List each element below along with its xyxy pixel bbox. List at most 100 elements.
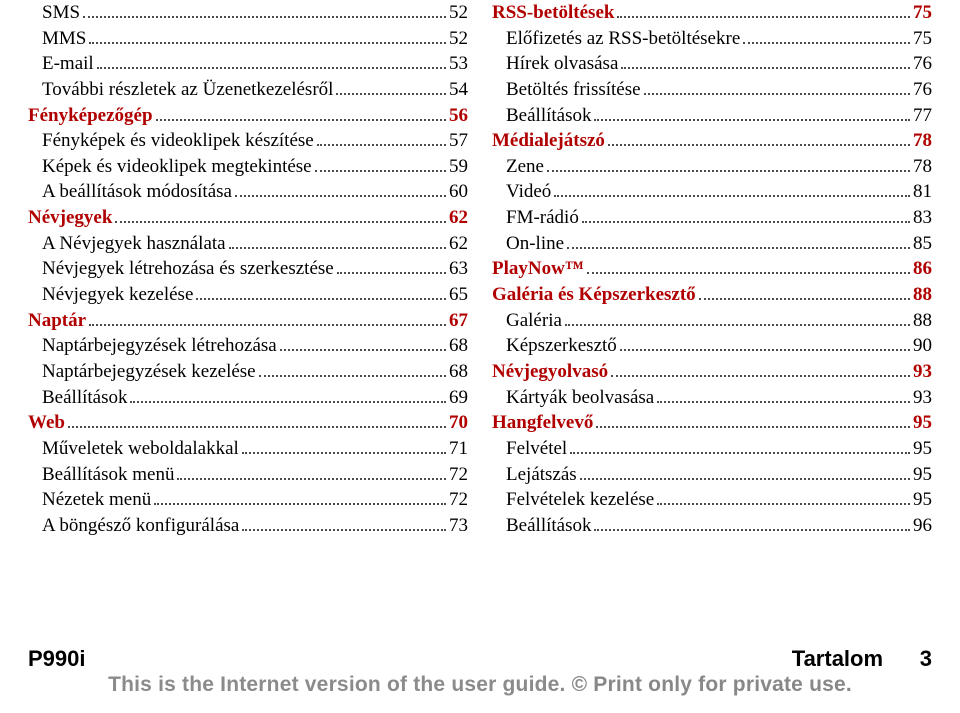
toc-section: Médialejátszó78 (492, 128, 932, 154)
toc-section: Web 70 (28, 410, 468, 436)
toc-page-number: 72 (449, 487, 468, 513)
toc-page-number: 78 (913, 154, 932, 180)
toc-label: Naptárbejegyzések kezelése (42, 359, 256, 385)
toc-leader-dots (617, 16, 910, 18)
toc-leader-dots (644, 93, 910, 95)
toc-entry: Kártyák beolvasása 93 (492, 385, 932, 411)
toc-label: Előfizetés az RSS-betöltésekre (506, 26, 740, 52)
toc-label: Kártyák beolvasása (506, 385, 654, 411)
footer-note-b: © Print only for private use. (572, 673, 852, 696)
toc-label: A böngésző konfigurálása (42, 513, 239, 539)
footer-page-number: 3 (920, 646, 932, 671)
toc-label: Beállítások (42, 385, 127, 411)
toc-page-number: 93 (913, 359, 932, 385)
toc-entry: A Névjegyek használata62 (28, 231, 468, 257)
toc-leader-dots (83, 16, 446, 18)
toc-label: Galéria és Képszerkesztő (492, 282, 696, 308)
toc-label: Névjegyek (28, 205, 112, 231)
toc-page-number: 68 (449, 359, 468, 385)
toc-page-number: 59 (449, 154, 468, 180)
toc-page-number: 56 (449, 103, 468, 129)
toc-page-number: 88 (913, 282, 932, 308)
toc-page-number: 85 (913, 231, 932, 257)
toc-leader-dots (336, 93, 446, 95)
toc-page-number: 69 (449, 385, 468, 411)
toc-label: SMS (42, 0, 80, 26)
toc-label: Zene (506, 154, 544, 180)
toc-column-right: RSS-betöltések 75 Előfizetés az RSS-betölt… (492, 0, 932, 538)
toc-label: Hírek olvasása (506, 51, 618, 77)
toc-label: Fényképezőgép (28, 103, 153, 129)
toc-entry: Naptárbejegyzések kezelése 68 (28, 359, 468, 385)
toc-label: Galéria (506, 308, 562, 334)
toc-label: Videó (506, 179, 551, 205)
toc-entry: A böngésző konfigurálása73 (28, 513, 468, 539)
toc-label: RSS-betöltések (492, 0, 614, 26)
toc-label: Műveletek weboldalakkal (42, 436, 239, 462)
toc-entry: Felvétel95 (492, 436, 932, 462)
toc-column-left: SMS52MMS52E-mail53További részletek az Ü… (28, 0, 468, 538)
toc-entry: Beállítások77 (492, 103, 932, 129)
toc-label: Képszerkesztő (506, 333, 617, 359)
toc-section: Fényképezőgép 56 (28, 103, 468, 129)
toc-leader-dots (657, 503, 910, 505)
toc-label: Nézetek menü (42, 487, 151, 513)
toc-page-number: 68 (449, 333, 468, 359)
toc-page-number: 75 (913, 0, 932, 26)
toc-entry: Fényképek és videoklipek készítése57 (28, 128, 468, 154)
toc-leader-dots (242, 529, 446, 531)
toc-label: Web (28, 410, 65, 436)
toc-leader-dots (154, 503, 446, 505)
toc-section: Galéria és Képszerkesztő 88 (492, 282, 932, 308)
toc-page-number: 95 (913, 487, 932, 513)
toc-page-number: 60 (449, 179, 468, 205)
toc-entry: MMS52 (28, 26, 468, 52)
toc-label: PlayNow™ (492, 256, 584, 282)
toc-section: PlayNow™ 86 (492, 256, 932, 282)
toc-page-number: 86 (913, 256, 932, 282)
footer-row: P990i Tartalom 3 (28, 646, 932, 672)
toc-page-number: 53 (449, 51, 468, 77)
toc-page-number: 93 (913, 385, 932, 411)
toc-leader-dots (547, 170, 910, 172)
toc-section: Névjegyolvasó93 (492, 359, 932, 385)
toc-entry: A beállítások módosítása60 (28, 179, 468, 205)
toc-page-number: 78 (913, 128, 932, 154)
toc-leader-dots (699, 298, 910, 300)
toc-entry: Névjegyek kezelése65 (28, 282, 468, 308)
toc-entry: Beállítások menü72 (28, 462, 468, 488)
toc-label: Hangfelvevő (492, 410, 593, 436)
toc-label: Beállítások (506, 513, 591, 539)
toc-page-number: 63 (449, 256, 468, 282)
toc-entry: Műveletek weboldalakkal 71 (28, 436, 468, 462)
toc-leader-dots (570, 452, 910, 454)
toc-label: Beállítások (506, 103, 591, 129)
toc-section: Naptár67 (28, 308, 468, 334)
toc-page-number: 70 (449, 410, 468, 436)
toc-label: Betöltés frissítése (506, 77, 641, 103)
toc-page-number: 95 (913, 462, 932, 488)
toc-entry: Galéria88 (492, 308, 932, 334)
toc-entry: Beállítások96 (492, 513, 932, 539)
toc-leader-dots (229, 247, 446, 249)
toc-leader-dots (235, 195, 446, 197)
toc-page-number: 62 (449, 205, 468, 231)
toc-page-number: 75 (913, 26, 932, 52)
toc-leader-dots (317, 144, 446, 146)
toc-page-number: 71 (449, 436, 468, 462)
toc-entry: Nézetek menü 72 (28, 487, 468, 513)
toc-label: Beállítások menü (42, 462, 174, 488)
toc-leader-dots (89, 324, 446, 326)
toc-page-number: 54 (449, 77, 468, 103)
toc-leader-dots (594, 119, 910, 121)
toc-page-number: 57 (449, 128, 468, 154)
toc-entry: Hírek olvasása76 (492, 51, 932, 77)
page-footer: P990i Tartalom 3 This is the Internet ve… (0, 646, 960, 697)
toc-section: Hangfelvevő95 (492, 410, 932, 436)
toc-entry: Felvételek kezelése 95 (492, 487, 932, 513)
toc-entry: Beállítások 69 (28, 385, 468, 411)
toc-leader-dots (582, 221, 910, 223)
toc-label: A Névjegyek használata (42, 231, 226, 257)
toc-entry: Lejátszás95 (492, 462, 932, 488)
toc-label: Felvételek kezelése (506, 487, 654, 513)
